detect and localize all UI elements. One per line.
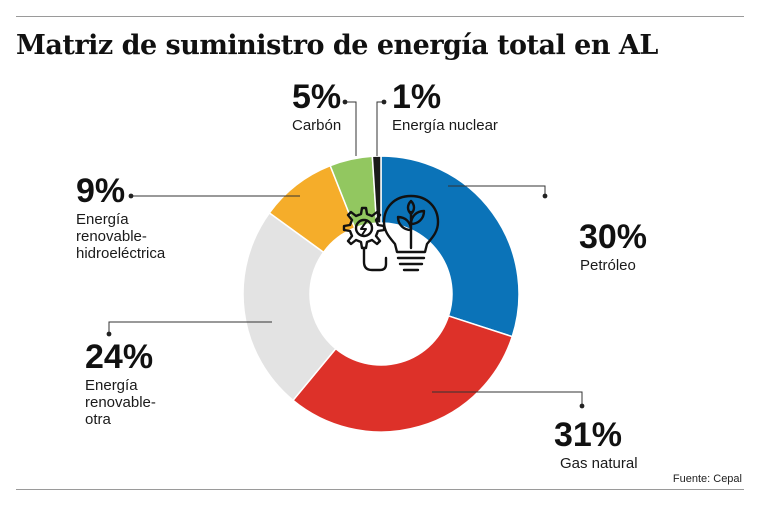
bottom-rule xyxy=(16,489,744,490)
lightbulb-gear-icon xyxy=(342,194,440,272)
slice-petroleo xyxy=(380,155,520,338)
slice-gas-natural xyxy=(291,314,514,433)
category-label-energia-renovable-hidroelectrica: hidroeléctrica xyxy=(76,245,166,262)
data-label-energia-nuclear: 1% xyxy=(392,78,441,116)
leader-dot-energia-nuclear xyxy=(381,99,387,105)
category-label-energia-nuclear: Energía nuclear xyxy=(392,117,498,134)
source-note: Fuente: Cepal xyxy=(672,473,742,485)
data-label-gas-natural: 31% xyxy=(554,416,622,454)
leader-line-petroleo xyxy=(448,185,546,196)
category-label-energia-renovable-hidroelectrica: Energía xyxy=(76,211,129,228)
category-label-energia-renovable-otra: otra xyxy=(85,411,112,428)
leader-line-energia-renovable-otra xyxy=(108,321,272,334)
category-label-energia-renovable-hidroelectrica: renovable- xyxy=(76,228,147,245)
leader-dot-petroleo xyxy=(542,193,548,199)
data-label-carbon: 5% xyxy=(292,78,341,116)
top-rule xyxy=(16,16,744,17)
leader-dot-carbon xyxy=(342,99,348,105)
chart-title: Matriz de suministro de energía total en… xyxy=(16,30,658,61)
category-label-petroleo: Petróleo xyxy=(580,257,636,274)
category-label-gas-natural: Gas natural xyxy=(560,455,638,472)
leader-line-energia-nuclear xyxy=(376,101,384,156)
leader-line-carbon xyxy=(345,101,357,156)
slice-energia-renovable-otra xyxy=(242,211,337,402)
category-label-carbon: Carbón xyxy=(292,117,341,134)
leader-dot-energia-renovable-hidroelectrica xyxy=(128,193,134,199)
leader-dot-gas-natural xyxy=(579,403,585,409)
data-label-energia-renovable-hidroelectrica: 9% xyxy=(76,172,125,210)
data-label-petroleo: 30% xyxy=(579,218,647,256)
data-label-energia-renovable-otra: 24% xyxy=(85,338,153,376)
category-label-energia-renovable-otra: renovable- xyxy=(85,394,156,411)
category-label-energia-renovable-otra: Energía xyxy=(85,377,138,394)
leader-dot-energia-renovable-otra xyxy=(106,331,112,337)
leader-line-gas-natural xyxy=(432,391,583,406)
